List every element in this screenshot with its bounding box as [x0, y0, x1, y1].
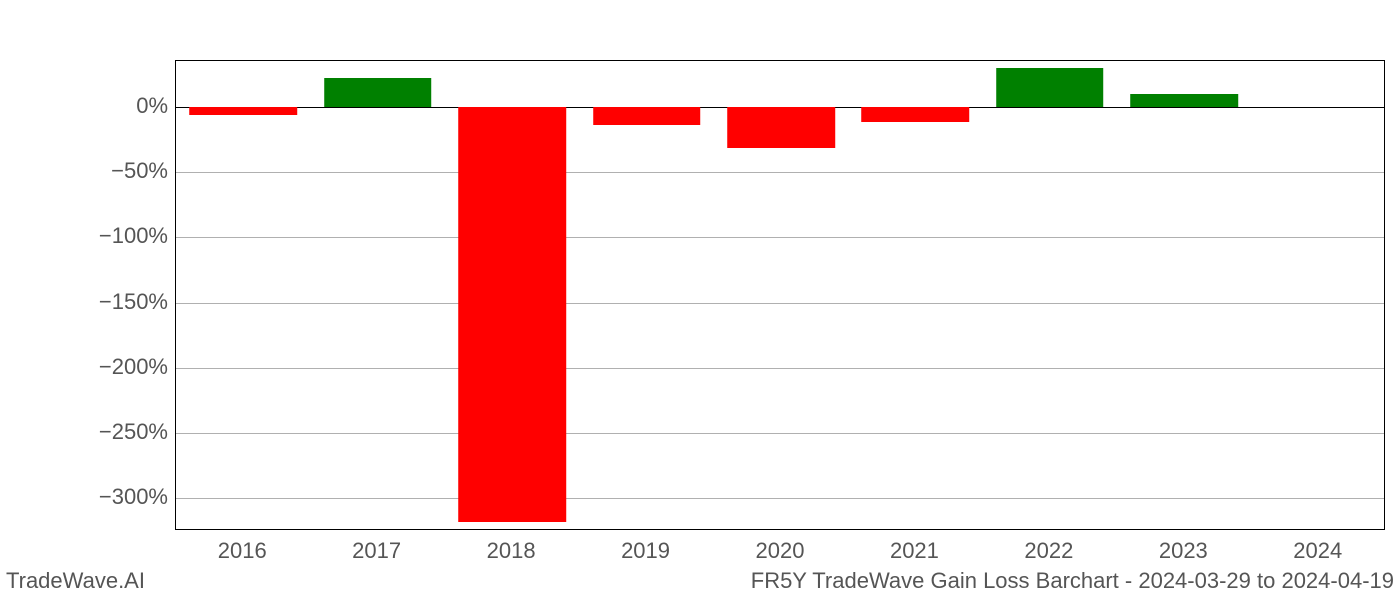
- plot-area: [175, 60, 1385, 530]
- bar-2019: [593, 107, 701, 125]
- xtick-label: 2022: [1024, 538, 1073, 564]
- ytick-label: −50%: [18, 158, 168, 184]
- gridline: [176, 303, 1384, 304]
- bar-2023: [1131, 94, 1239, 107]
- xtick-label: 2024: [1293, 538, 1342, 564]
- ytick-label: −100%: [18, 223, 168, 249]
- xtick-label: 2021: [890, 538, 939, 564]
- xtick-label: 2016: [218, 538, 267, 564]
- ytick-label: −150%: [18, 289, 168, 315]
- gridline: [176, 498, 1384, 499]
- footer-brand: TradeWave.AI: [6, 568, 145, 594]
- gridline: [176, 237, 1384, 238]
- xtick-label: 2020: [756, 538, 805, 564]
- gridline: [176, 433, 1384, 434]
- gridline: [176, 172, 1384, 173]
- footer-caption: FR5Y TradeWave Gain Loss Barchart - 2024…: [751, 568, 1394, 594]
- bar-2017: [324, 78, 432, 107]
- xtick-label: 2018: [487, 538, 536, 564]
- bar-2020: [727, 107, 835, 149]
- xtick-label: 2017: [352, 538, 401, 564]
- xtick-label: 2023: [1159, 538, 1208, 564]
- ytick-label: −200%: [18, 354, 168, 380]
- bar-2018: [458, 107, 566, 522]
- ytick-label: 0%: [18, 93, 168, 119]
- bar-2022: [996, 68, 1104, 107]
- bar-2021: [862, 107, 970, 123]
- ytick-label: −300%: [18, 484, 168, 510]
- gridline: [176, 368, 1384, 369]
- gain-loss-barchart: TradeWave.AI FR5Y TradeWave Gain Loss Ba…: [0, 0, 1400, 600]
- bar-2016: [189, 107, 297, 115]
- ytick-label: −250%: [18, 419, 168, 445]
- xtick-label: 2019: [621, 538, 670, 564]
